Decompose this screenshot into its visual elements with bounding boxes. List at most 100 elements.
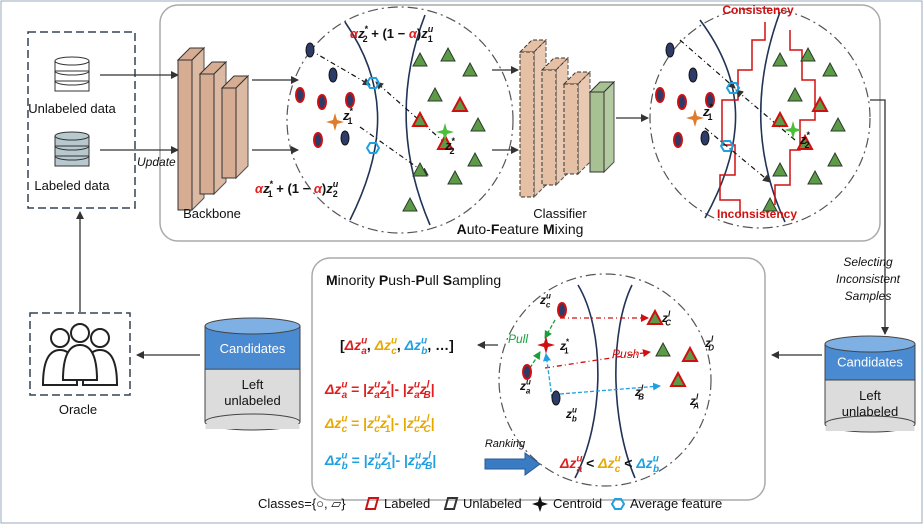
cylinder — [205, 318, 300, 334]
math-part: 1 — [564, 347, 569, 356]
labeled-sample — [683, 348, 697, 361]
oracle-person — [91, 329, 109, 347]
math-expression: αz*2 + (1 − α)zu1 — [350, 24, 434, 44]
unlabeled-sample — [413, 163, 427, 176]
labeled-sample — [453, 98, 467, 111]
math-part: , — [367, 337, 375, 353]
math-part: Δz — [635, 455, 652, 471]
oracle-person — [51, 329, 69, 347]
unlabeled-sample — [403, 198, 417, 211]
source-label: Unlabeled data — [28, 101, 116, 116]
math-part: B — [425, 461, 432, 472]
unlabeled-sample — [828, 153, 842, 166]
boundary — [700, 20, 736, 218]
unlabeled-sample — [471, 118, 485, 131]
labeled-sample — [671, 373, 685, 386]
mix-arrow — [736, 90, 795, 140]
math-expression: zua — [519, 378, 531, 396]
boundary — [616, 285, 635, 478]
selecting-label: Inconsistent — [836, 272, 901, 286]
math-part: | — [432, 452, 436, 468]
backbone-label: Backbone — [183, 206, 241, 221]
update-label: Update — [137, 155, 176, 169]
labeled-sample — [296, 88, 304, 102]
math-part: | — [431, 381, 435, 397]
unlabeled-sample — [306, 43, 314, 57]
math-part: u — [526, 378, 531, 387]
cylinder — [826, 426, 915, 431]
legend-label: Average feature — [630, 496, 722, 511]
math-part: D — [708, 344, 714, 353]
title-part: eature — [499, 221, 543, 237]
unlabeled-sample — [341, 131, 349, 145]
labeled-sample — [318, 95, 326, 109]
math-expression: zuc — [539, 292, 551, 310]
unlabeled-sample — [468, 153, 482, 166]
math-part: l — [427, 414, 430, 425]
push-arrow — [560, 386, 660, 394]
pull-arrow — [530, 352, 540, 368]
math-part: Δz — [324, 381, 341, 397]
oracle-person — [63, 345, 97, 380]
unlabeled-sample — [823, 63, 837, 76]
math-part: * — [807, 130, 811, 140]
math-expression: zlD — [704, 335, 714, 353]
math-part: , — [397, 337, 405, 353]
labeled-sample — [346, 93, 354, 107]
math-part: * — [452, 136, 456, 146]
title-part: uto- — [467, 221, 491, 237]
layer-slab — [520, 52, 534, 197]
ranking-label: Ranking — [485, 438, 526, 450]
math-expression: zlA — [689, 393, 699, 411]
unlabeled-sample — [831, 118, 845, 131]
unlabeled-sample — [329, 68, 337, 82]
pull-label: Pull — [508, 332, 528, 346]
unlabeled-sample — [701, 131, 709, 145]
math-expression: zlC — [661, 310, 671, 328]
mix-arrow — [680, 40, 735, 88]
math-part: z — [407, 452, 415, 468]
unlabeled-sample — [441, 48, 455, 61]
math-part: + (1 − — [273, 181, 314, 196]
title-part: ush- — [388, 272, 416, 288]
math-part: Δz — [324, 415, 341, 431]
left-unlabeled: Left — [859, 388, 881, 403]
math-expression: z*1 — [342, 106, 354, 126]
math-part: z — [366, 381, 374, 397]
unlabeled-sample — [413, 53, 427, 66]
mpps-title: Minority Push-Pull Sampling — [326, 272, 501, 288]
labeled-sample — [678, 95, 686, 109]
math-part: l — [668, 310, 671, 319]
math-part: + (1 − — [368, 26, 409, 41]
math-part: Δz — [559, 455, 576, 471]
math-part: < — [582, 455, 598, 471]
math-part: u — [421, 336, 427, 347]
math-part: C — [665, 319, 671, 328]
consistency-label: Consistency — [722, 3, 794, 17]
pull-arrow — [546, 354, 552, 398]
layer-slab — [236, 76, 248, 178]
layer-slab — [578, 72, 590, 174]
mix-arrow — [705, 128, 770, 182]
math-part: = | — [348, 452, 368, 468]
left-unlabeled: Left — [242, 377, 264, 392]
unlabeled-sample — [773, 53, 787, 66]
layer-slab — [590, 92, 604, 172]
math-part: b — [653, 464, 659, 475]
labeled-sample — [773, 113, 787, 126]
math-part: u — [428, 24, 434, 34]
unlabeled-sample — [463, 63, 477, 76]
math-part: |- | — [390, 381, 406, 397]
math-part: 2 — [450, 146, 455, 156]
cylinder — [825, 336, 915, 352]
math-part: z — [406, 415, 414, 431]
title-part: P — [415, 272, 424, 288]
layer-slab — [564, 84, 578, 174]
math-part: = | — [347, 415, 367, 431]
database — [55, 57, 89, 65]
math-part: 1 — [428, 34, 433, 44]
legend-label: Classes={○, ▱} — [258, 496, 346, 511]
layer-slab — [604, 82, 614, 172]
